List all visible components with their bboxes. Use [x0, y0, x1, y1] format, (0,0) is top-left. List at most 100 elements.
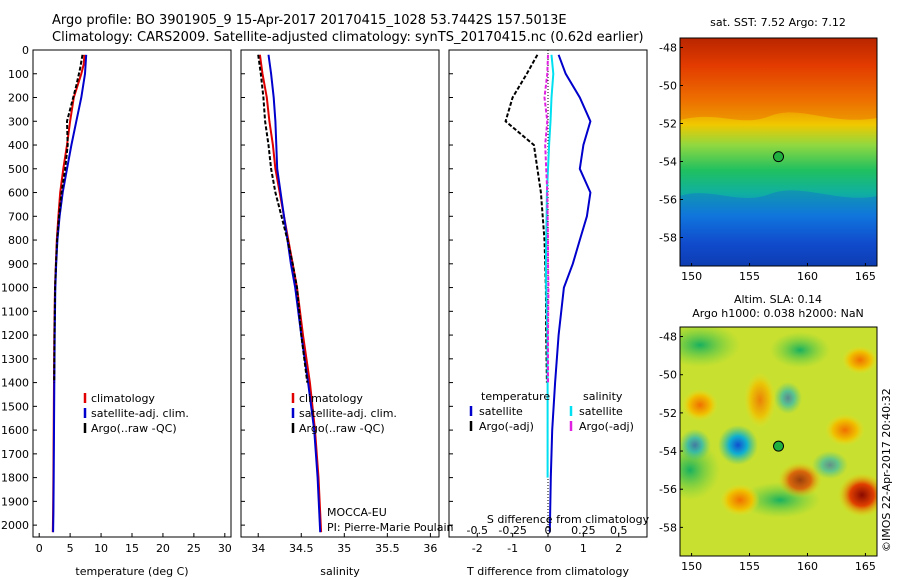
- y-tick-label: 1300: [1, 353, 29, 366]
- x-tick-label: 0: [36, 542, 43, 555]
- sla-low-anomaly: [774, 382, 802, 414]
- temperature-climatology-line: [51, 54, 86, 533]
- map-y-tick-label: -50: [659, 80, 677, 93]
- y-tick-label: 500: [8, 163, 29, 176]
- map-y-tick-label: -48: [659, 331, 677, 344]
- sla-high-anomaly: [838, 473, 877, 517]
- map-y-tick-label: -50: [659, 369, 677, 382]
- y-tick-label: 1400: [1, 377, 29, 390]
- y-tick-label: 900: [8, 258, 29, 271]
- y-tick-label: 1800: [1, 472, 29, 485]
- sla-map-frame: [679, 326, 878, 557]
- x-tick-label: -2: [472, 542, 483, 555]
- sst-argo-marker: [773, 151, 785, 163]
- x-tick-label: 35.5: [375, 542, 400, 555]
- x-tick-label: 5: [67, 542, 74, 555]
- x-tick-label: 35: [337, 542, 351, 555]
- legend-title-salinity: salinity: [583, 390, 623, 403]
- difference-x-axis-label: T difference from climatology: [466, 565, 629, 578]
- salinity-panel: 34 34.5 35 35.5 36 salinity climatology satelli…: [240, 49, 454, 578]
- map-y-tick-label: -56: [659, 194, 677, 207]
- y-tick-label: 600: [8, 187, 29, 200]
- sla-map-subtitle: Argo h1000: 0.038 h2000: NaN: [692, 307, 864, 320]
- temperature-panel: 0 5 10 15 20 25 300100200300400500600700800900…: [1, 44, 232, 578]
- map-x-tick-label: 160: [797, 270, 818, 283]
- x-tick-label: 2: [615, 542, 622, 555]
- sla-high-anomaly: [682, 389, 718, 421]
- legend-entry: satellite: [579, 405, 623, 418]
- x-tick-label: -1: [507, 542, 518, 555]
- sla-map: Altim. SLA: 0.14 Argo h1000: 0.038 h2000…: [659, 293, 878, 573]
- sst-warm-front: [680, 38, 877, 121]
- sla-low-anomaly: [718, 425, 758, 465]
- project-annotation: MOCCA-EU: [327, 506, 387, 519]
- map-x-tick-label: 150: [681, 560, 702, 573]
- y-tick-label: 1100: [1, 305, 29, 318]
- s-diff-tick-label: 0.5: [610, 524, 628, 537]
- legend-entry: climatology: [91, 392, 155, 405]
- map-x-tick-label: 165: [855, 270, 876, 283]
- sla-argo-marker: [773, 440, 785, 452]
- legend-entry: satellite-adj. clim.: [299, 407, 397, 420]
- x-tick-label: 0: [545, 542, 552, 555]
- x-tick-label: 20: [156, 542, 170, 555]
- sla-high-anomaly: [825, 414, 865, 446]
- y-tick-label: 300: [8, 115, 29, 128]
- y-tick-label: 800: [8, 234, 29, 247]
- legend-entry: satellite: [479, 405, 523, 418]
- sla-high-anomaly: [778, 462, 822, 498]
- legend-entry: Argo(-adj): [579, 420, 634, 433]
- sla-low-anomaly: [812, 451, 848, 479]
- map-x-tick-label: 165: [855, 560, 876, 573]
- difference-salinity-argo-adj-line: [543, 54, 550, 383]
- salinity-climatology-line: [258, 54, 323, 533]
- s-diff-tick-label: -0.5: [467, 524, 488, 537]
- map-x-tick-label: 155: [739, 270, 760, 283]
- temperature-argo-raw-qc-line: [53, 54, 84, 383]
- figure-title-line2: Climatology: CARS2009. Satellite-adjuste…: [52, 30, 644, 45]
- legend-title-temperature: temperature: [481, 390, 550, 403]
- s-difference-axis-label: S difference from climatology: [487, 513, 650, 526]
- y-tick-label: 1000: [1, 282, 29, 295]
- map-y-tick-label: -54: [659, 445, 677, 458]
- map-y-tick-label: -58: [659, 232, 677, 245]
- sla-low-anomaly: [680, 429, 711, 461]
- y-tick-label: 1600: [1, 424, 29, 437]
- sst-map-frame: [679, 37, 878, 267]
- s-diff-tick-label: -0.25: [498, 524, 526, 537]
- y-tick-label: 100: [8, 68, 29, 81]
- difference-temperature-argo-adj-line: [504, 54, 548, 383]
- map-y-tick-label: -48: [659, 42, 677, 55]
- sst-map: sat. SST: 7.52 Argo: 7.12 150 155 160 165 -…: [659, 16, 878, 283]
- difference-temperature-satellite-line: [548, 54, 592, 533]
- legend-entry: Argo(-adj): [479, 420, 534, 433]
- y-tick-label: 1700: [1, 448, 29, 461]
- map-y-tick-label: -58: [659, 521, 677, 534]
- sla-high-anomaly: [720, 484, 760, 516]
- temperature-x-axis-label: temperature (deg C): [75, 565, 188, 578]
- s-diff-tick-label: 0: [545, 524, 552, 537]
- salinity-satellite-adj-clim-line: [267, 54, 322, 533]
- x-tick-label: 1: [580, 542, 587, 555]
- sla-high-anomaly: [744, 372, 776, 428]
- sst-cool-front: [680, 190, 877, 266]
- y-tick-label: 2000: [1, 519, 29, 532]
- map-y-tick-label: -52: [659, 407, 677, 420]
- y-tick-label: 400: [8, 139, 29, 152]
- sst-map-title: sat. SST: 7.52 Argo: 7.12: [710, 16, 846, 29]
- sla-green-patch: [680, 327, 740, 367]
- imos-credit: ©IMOS 22-Apr-2017 20:40:32: [880, 388, 893, 552]
- legend-entry: Argo(..raw -QC): [299, 422, 385, 435]
- x-tick-label: 34.5: [289, 542, 314, 555]
- sla-map-title: Altim. SLA: 0.14: [734, 293, 822, 306]
- salinity-panel-frame: [240, 49, 440, 538]
- map-x-tick-label: 160: [797, 560, 818, 573]
- s-diff-tick-label: 0.25: [571, 524, 596, 537]
- map-y-tick-label: -52: [659, 118, 677, 131]
- legend-entry: climatology: [299, 392, 363, 405]
- y-tick-label: 1900: [1, 495, 29, 508]
- sla-green-patch: [770, 332, 830, 368]
- x-tick-label: 34: [251, 542, 265, 555]
- y-tick-label: 1500: [1, 400, 29, 413]
